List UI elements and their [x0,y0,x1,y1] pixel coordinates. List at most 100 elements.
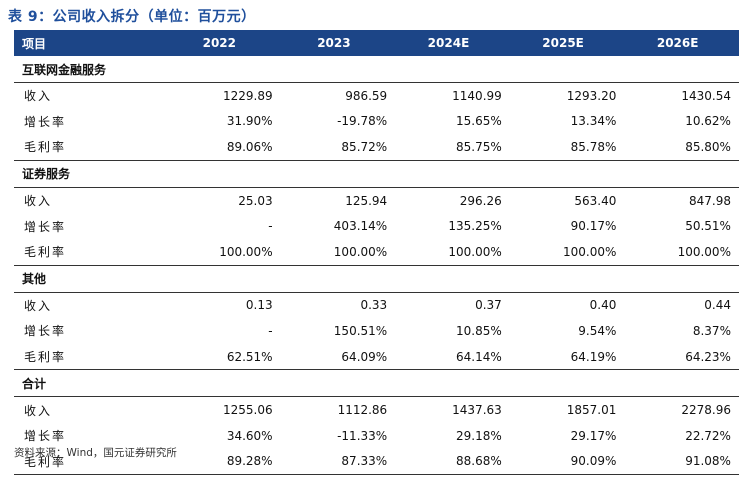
value-cell: 150.51% [333,323,388,338]
value-cell: 1229.89 [222,88,273,103]
value-cell: 9.54% [578,323,617,338]
value-cell: 2278.96 [681,403,731,418]
value-cell: 29.17% [570,428,617,443]
table-row: 毛利率 62.51% 64.09% 64.14% 64.19% 64.23% [14,344,739,371]
row-label: 增长率 [24,219,67,234]
header-cell-2022: 2022 [202,36,236,50]
revenue-breakdown-table: 项目 2022 2023 2024E 2025E 2026E 互联网金融服务 收入… [14,30,739,476]
value-cell: 100.00% [562,244,617,259]
row-label: 毛利率 [24,245,67,260]
row-label: 增长率 [24,429,67,444]
value-cell: 0.13 [245,298,273,313]
value-cell: 1293.20 [566,88,617,103]
value-cell: 0.37 [475,298,502,313]
table-row: 收入 0.13 0.33 0.37 0.40 0.44 [14,293,739,319]
value-cell: 64.23% [685,349,731,364]
table-row: 毛利率 89.06% 85.72% 85.75% 85.78% 85.80% [14,134,739,161]
header-cell-item: 项目 [22,36,47,51]
value-cell: 22.72% [685,428,731,443]
value-cell: 89.28% [226,454,273,469]
table-row: 收入 1255.06 1112.86 1437.63 1857.01 2278.96 [14,397,739,423]
value-cell: 403.14% [333,219,388,234]
value-cell: 100.00% [677,244,731,259]
value-cell: 85.78% [570,139,617,154]
value-cell: 85.80% [685,139,731,154]
value-cell: 100.00% [333,244,388,259]
value-cell: 25.03 [238,193,273,208]
table-body: 互联网金融服务收入 1229.89 986.59 1140.99 1293.20 1430… [14,56,739,476]
value-cell: 10.62% [685,114,731,129]
section-title: 证券服务 [22,167,71,182]
header-cell-2026e: 2026E [656,36,699,50]
section-title: 其他 [22,272,47,287]
table-row: 毛利率 89.28% 87.33% 88.68% 90.09% 91.08% [14,449,739,476]
value-cell: - [268,219,273,234]
value-cell: 90.09% [570,454,617,469]
header-cell-2024e: 2024E [427,36,470,50]
row-label: 毛利率 [24,140,67,155]
value-cell: 34.60% [226,428,273,443]
section-header-row: 合计 [14,370,739,398]
table-row: 收入 25.03 125.94 296.26 563.40 847.98 [14,188,739,214]
row-label: 毛利率 [24,454,67,469]
header-cell-2023: 2023 [317,36,351,50]
value-cell: - [268,323,273,338]
value-cell: 8.37% [692,323,731,338]
value-cell: 0.40 [589,298,617,313]
value-cell: 91.08% [685,454,731,469]
value-cell: 1437.63 [452,403,502,418]
row-label: 收入 [24,403,53,418]
value-cell: 50.51% [685,219,731,234]
table-row: 增长率 - 150.51% 10.85% 9.54% 8.37% [14,318,739,344]
value-cell: 29.18% [456,428,502,443]
value-cell: 135.25% [448,219,502,234]
source-note: 资料来源：Wind，国元证券研究所 [14,447,177,459]
value-cell: 64.09% [341,349,388,364]
section-header-row: 证券服务 [14,161,739,188]
value-cell: 0.44 [704,298,731,313]
value-cell: 563.40 [574,193,617,208]
value-cell: 87.33% [341,454,388,469]
value-cell: 13.34% [570,114,617,129]
value-cell: 847.98 [688,193,731,208]
section-header-row: 互联网金融服务 [14,56,739,83]
value-cell: 90.17% [570,219,617,234]
value-cell: 85.75% [456,139,502,154]
value-cell: 1430.54 [681,88,731,103]
value-cell: 15.65% [456,114,502,129]
row-label: 增长率 [24,114,67,129]
row-label: 收入 [24,298,53,313]
value-cell: 1112.86 [337,403,388,418]
value-cell: 1140.99 [452,88,502,103]
table-row: 毛利率 100.00% 100.00% 100.00% 100.00% 100.00% [14,239,739,266]
table-row: 增长率 31.90% -19.78% 15.65% 13.34% 10.62% [14,109,739,135]
header-cell-2025e: 2025E [542,36,584,50]
section-title: 合计 [22,376,47,391]
row-label: 增长率 [24,324,67,339]
value-cell: -11.33% [337,428,388,443]
table-row: 增长率 - 403.14% 135.25% 90.17% 50.51% [14,213,739,239]
table-row: 增长率 34.60% -11.33% 29.18% 29.17% 22.72% [14,423,739,449]
row-label: 收入 [24,194,53,209]
value-cell: 1255.06 [222,403,273,418]
value-cell: 1857.01 [566,403,617,418]
row-label: 毛利率 [24,350,67,365]
value-cell: 100.00% [219,244,273,259]
value-cell: 89.06% [226,139,273,154]
value-cell: 64.19% [570,349,617,364]
value-cell: 100.00% [448,244,502,259]
value-cell: -19.78% [337,114,388,129]
value-cell: 986.59 [345,88,388,103]
section-header-row: 其他 [14,266,739,293]
value-cell: 125.94 [345,193,388,208]
table-row: 收入 1229.89 986.59 1140.99 1293.20 1430.54 [14,83,739,109]
table-title: 表 9：公司收入拆分（单位：百万元） [8,9,256,25]
value-cell: 85.72% [341,139,388,154]
value-cell: 31.90% [226,114,273,129]
value-cell: 62.51% [226,349,273,364]
value-cell: 10.85% [456,323,502,338]
value-cell: 296.26 [459,193,502,208]
value-cell: 88.68% [456,454,502,469]
value-cell: 0.33 [360,298,388,313]
row-label: 收入 [24,89,53,104]
